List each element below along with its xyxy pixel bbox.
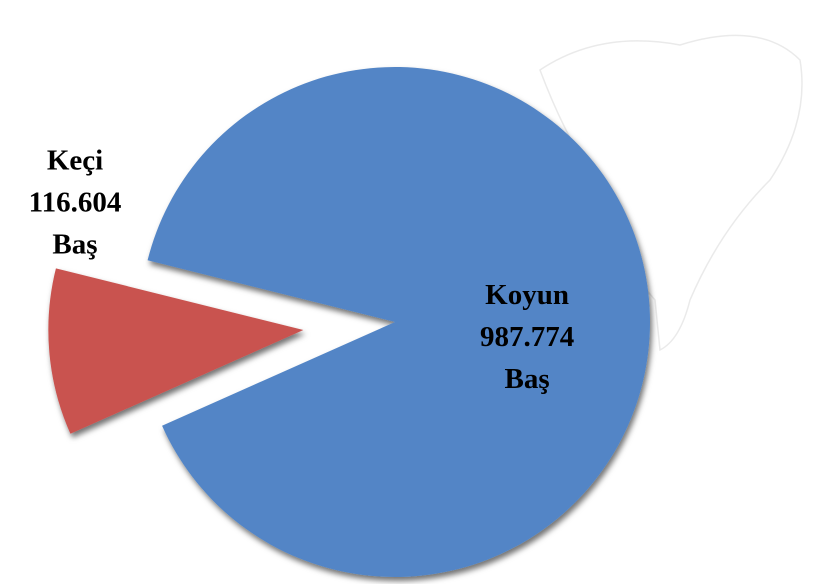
slice-label: Keçi [47,145,103,177]
slice-unit: Baş [52,229,97,261]
pie-slice [48,268,304,434]
slice-unit: Baş [505,363,550,395]
slice-value: 987.774 [480,321,574,353]
pie-slice [147,67,650,578]
slice-label: Koyun [485,279,569,311]
pie [48,67,650,578]
slice-value: 116.604 [29,187,122,219]
